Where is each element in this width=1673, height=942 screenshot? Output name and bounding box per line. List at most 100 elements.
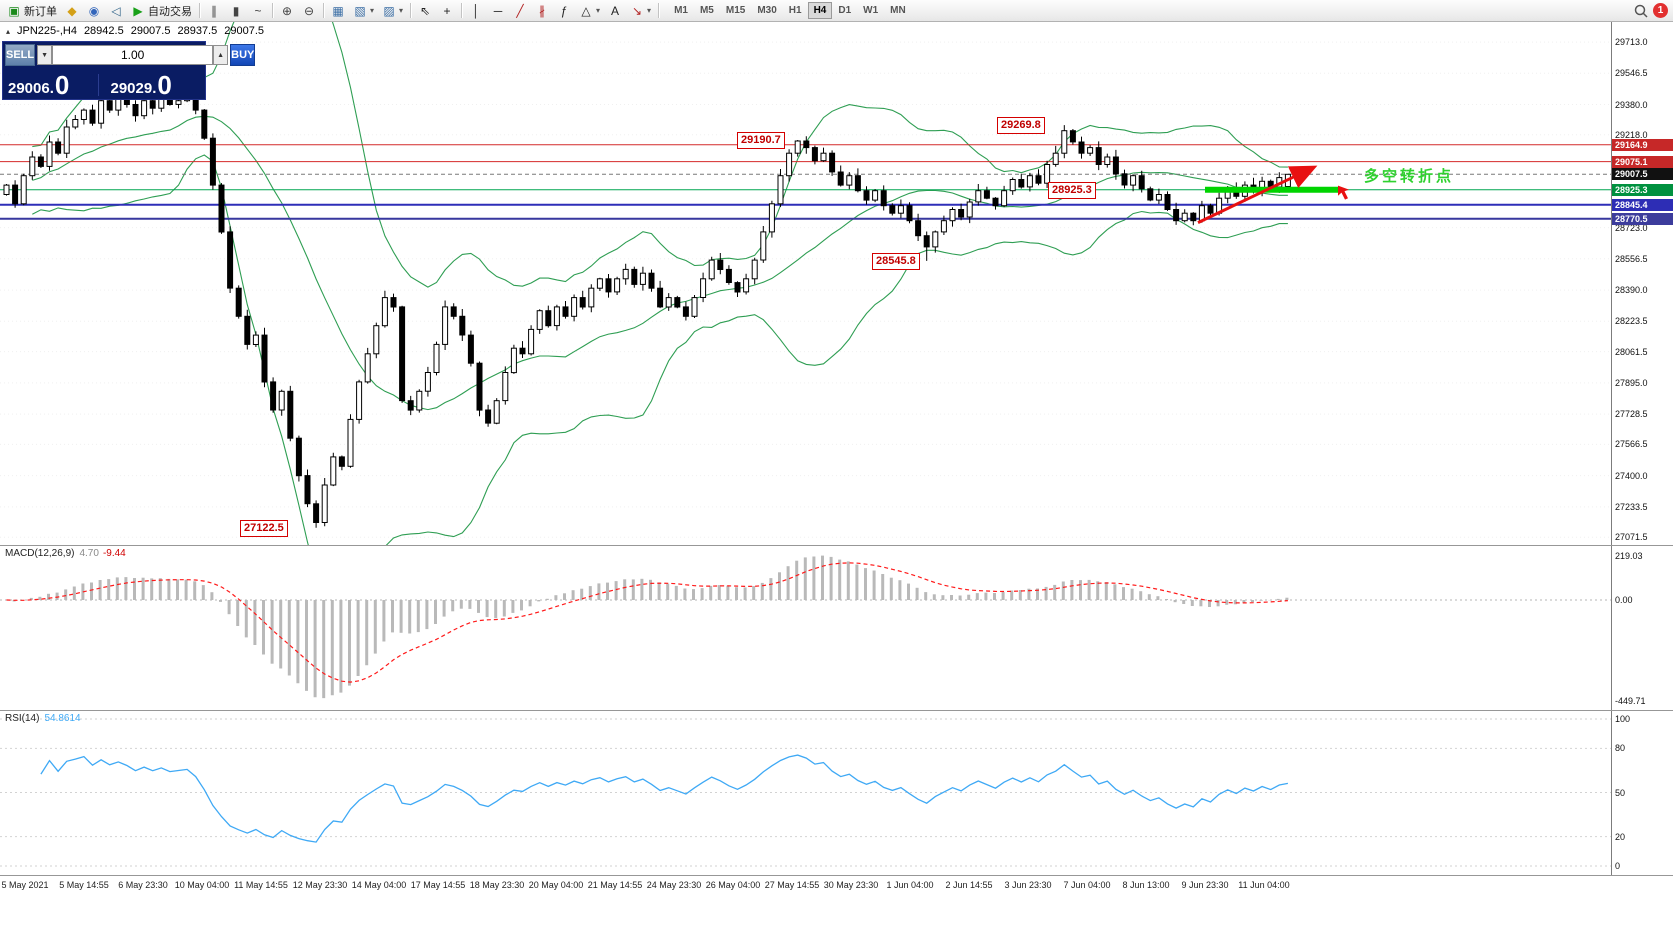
volume-increase-button[interactable]: ▲ [213, 45, 229, 65]
price-axis[interactable]: 29713.0 29546.5 29380.0 29218.0 28723.0 28556… [1611, 22, 1673, 545]
timeframe-h4-button[interactable]: H4 [807, 2, 833, 19]
one-click-toggle-icon[interactable]: ▴ [6, 26, 11, 36]
rsi-axis-label: 80 [1615, 743, 1626, 754]
time-axis-label: 17 May 14:55 [410, 880, 466, 890]
time-axis[interactable]: 5 May 2021 5 May 14:55 6 May 23:30 10 May 0… [0, 875, 1673, 895]
equidistant-channel-button[interactable]: ∦ [531, 1, 553, 20]
macd-chart[interactable] [0, 546, 1611, 710]
zoom-out-button[interactable]: ⊖ [298, 1, 320, 20]
volume-decrease-button[interactable]: ▼ [37, 45, 53, 65]
cursor-icon: ⇖ [420, 3, 431, 18]
crosshair-icon: + [443, 3, 451, 18]
timeframe-w1-button[interactable]: W1 [857, 2, 884, 19]
time-axis-label: 5 May 14:55 [59, 880, 109, 890]
time-axis-label: 11 May 14:55 [234, 880, 288, 890]
fibonacci-icon: ƒ [560, 3, 568, 18]
notification-badge[interactable]: 1 [1653, 3, 1668, 18]
arrows-button[interactable]: ↘ ▾ [626, 1, 655, 20]
time-axis-label: 7 Jun 04:00 [1063, 880, 1111, 890]
rsi-chart[interactable] [0, 711, 1611, 875]
new-order-button[interactable]: ▣ 新订单 [3, 1, 61, 20]
tile-windows-icon: ▦ [332, 3, 344, 18]
equidistant-channel-icon: ∦ [539, 3, 546, 18]
one-click-trading-widget: SELL ▼ ▲ BUY 29006. 0 29029. 0 [2, 41, 256, 100]
trade-buttons-row: SELL ▼ ▲ BUY [3, 42, 256, 66]
price-axis-tick: 29218.0 [1615, 129, 1648, 140]
line-chart-icon: ~ [254, 3, 262, 18]
rsi-axis-label: 50 [1615, 787, 1626, 798]
toolbar-separator [461, 3, 463, 18]
macd-title: MACD(12,26,9) 4.70 -9.44 [5, 548, 126, 559]
autotrading-button-label: 自动交易 [148, 5, 192, 18]
macd-axis-label: -449.71 [1615, 696, 1646, 706]
time-axis-label: 8 Jun 13:00 [1122, 880, 1170, 890]
timeframe-h1-button[interactable]: H1 [783, 2, 808, 19]
profile-button[interactable]: ◉ [83, 1, 105, 20]
new-chart-button[interactable]: ▧ ▾ [349, 1, 378, 20]
time-axis-label: 26 May 04:00 [705, 880, 761, 890]
symbol-info-bar: ▴ JPN225-,H4 28942.5 29007.5 28937.5 290… [6, 25, 264, 37]
autotrading-button[interactable]: ▶ 自动交易 [127, 1, 196, 20]
trendline-icon: ╱ [516, 3, 524, 18]
time-axis-label: 1 Jun 04:00 [886, 880, 934, 890]
search-icon[interactable] [1634, 4, 1648, 18]
time-axis-label: 11 Jun 04:00 [1238, 880, 1290, 890]
time-axis-label: 14 May 04:00 [351, 880, 407, 890]
sell-button[interactable]: SELL [5, 44, 36, 66]
favorites-icon: ◆ [67, 3, 77, 18]
candlestick-chart-button[interactable]: ▮ [225, 1, 247, 20]
time-axis-label: 12 May 23:30 [292, 880, 348, 890]
time-axis-label: 20 May 04:00 [528, 880, 584, 890]
timeframe-d1-button[interactable]: D1 [832, 2, 857, 19]
buy-button[interactable]: BUY [230, 44, 256, 66]
toolbar-separator [272, 3, 273, 18]
new-order-button-label: 新订单 [24, 5, 57, 18]
sell-price[interactable]: 29006. 0 [8, 72, 98, 98]
symbol-name: JPN225-,H4 [17, 25, 77, 37]
timeframe-m1-button[interactable]: M1 [668, 2, 694, 19]
level-price-label: 28845.4 [1612, 198, 1673, 211]
rsi-axis[interactable]: 100 80 50 20 0 [1611, 711, 1673, 875]
timeframe-m5-button[interactable]: M5 [694, 2, 720, 19]
trendline-button[interactable]: ╱ [509, 1, 531, 20]
price-axis-tick: 29713.0 [1615, 37, 1648, 48]
sound-alerts-button[interactable]: ◁ [105, 1, 127, 20]
macd-value: 4.70 [79, 548, 99, 559]
timeframe-m15-button[interactable]: M15 [720, 2, 751, 19]
main-chart[interactable] [0, 22, 1611, 545]
ohlc-open: 28942.5 [83, 25, 124, 37]
chart-profiles-button[interactable]: ▨ ▾ [378, 1, 407, 20]
buy-price[interactable]: 29029. 0 [97, 69, 201, 100]
toolbar-right-group: 1 [1634, 3, 1670, 18]
bar-chart-button[interactable]: ∥ [203, 1, 225, 20]
horizontal-line-button[interactable]: ─ [487, 1, 509, 20]
volume-input[interactable] [52, 45, 214, 65]
vertical-line-button[interactable]: │ [465, 1, 487, 20]
fibonacci-button[interactable]: ƒ [553, 1, 575, 20]
price-axis-tick: 28556.5 [1615, 253, 1648, 264]
buy-price-big-digit: 0 [157, 69, 172, 100]
zoom-in-button[interactable]: ⊕ [276, 1, 298, 20]
favorites-button[interactable]: ◆ [61, 1, 83, 20]
cursor-button[interactable]: ⇖ [414, 1, 436, 20]
chevron-down-icon: ▾ [399, 6, 404, 15]
crosshair-button[interactable]: + [436, 1, 458, 20]
level-price-label: 28925.3 [1612, 183, 1673, 196]
time-axis-label: 6 May 23:30 [118, 880, 168, 890]
rsi-name: RSI(14) [5, 713, 40, 724]
shapes-icon: △ [581, 3, 591, 18]
shapes-button[interactable]: △ ▾ [575, 1, 604, 20]
time-axis-label: 2 Jun 14:55 [945, 880, 993, 890]
text-icon: A [611, 3, 620, 18]
line-chart-button[interactable]: ~ [247, 1, 269, 20]
rsi-axis-label: 100 [1615, 714, 1631, 724]
timeframe-mn-button[interactable]: MN [884, 2, 912, 19]
timeframe-m30-button[interactable]: M30 [751, 2, 782, 19]
text-button[interactable]: A [604, 1, 626, 20]
macd-axis[interactable]: 219.03 0.00 -449.71 [1611, 546, 1673, 710]
tile-windows-button[interactable]: ▦ [327, 1, 349, 20]
chevron-down-icon: ▾ [370, 6, 375, 15]
price-axis-tick: 28390.0 [1615, 285, 1648, 296]
zoom-out-icon: ⊖ [303, 3, 315, 18]
level-price-label: 28770.5 [1612, 212, 1673, 225]
